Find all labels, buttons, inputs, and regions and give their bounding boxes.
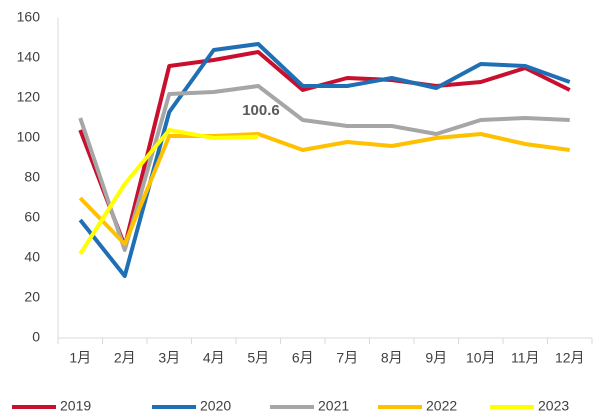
- x-tick-label: 7月: [336, 350, 358, 366]
- legend-label: 2023: [538, 398, 569, 414]
- x-tick-label: 3月: [158, 350, 180, 366]
- x-tick-label: 10月: [466, 350, 496, 366]
- x-tick-label: 8月: [381, 350, 403, 366]
- y-tick-label: 20: [24, 289, 40, 305]
- legend-label: 2022: [426, 398, 457, 414]
- y-tick-label: 40: [24, 249, 40, 265]
- series-line: [78, 128, 259, 256]
- series-line: [78, 132, 571, 246]
- data-label: 100.6: [242, 102, 280, 119]
- x-tick-label: 11月: [511, 350, 540, 366]
- y-tick-label: 0: [32, 329, 40, 345]
- x-tick-label: 4月: [203, 350, 225, 366]
- y-tick-label: 100: [17, 129, 41, 145]
- series-line: [78, 84, 570, 252]
- legend-label: 2019: [60, 398, 91, 414]
- x-tick-label: 6月: [292, 350, 314, 366]
- x-tick-label: 2月: [114, 350, 136, 366]
- y-tick-label: 160: [17, 9, 41, 25]
- x-tick-label: 12月: [555, 350, 585, 366]
- x-tick-label: 1月: [69, 350, 91, 366]
- x-tick-label: 9月: [425, 350, 447, 366]
- x-tick-label: 5月: [247, 350, 269, 366]
- y-tick-label: 60: [24, 209, 40, 225]
- legend-label: 2021: [318, 398, 349, 414]
- y-tick-label: 120: [17, 89, 41, 105]
- y-tick-label: 140: [17, 49, 41, 65]
- y-tick-label: 80: [24, 169, 40, 185]
- legend-label: 2020: [200, 398, 231, 414]
